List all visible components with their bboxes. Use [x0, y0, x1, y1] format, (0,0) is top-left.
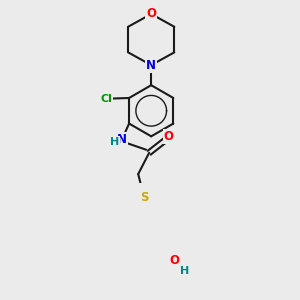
Text: H: H: [110, 137, 119, 147]
Text: H: H: [180, 266, 190, 276]
Text: S: S: [140, 191, 148, 204]
Text: N: N: [117, 133, 127, 146]
Text: Cl: Cl: [100, 94, 112, 104]
Text: N: N: [146, 58, 156, 72]
Text: O: O: [146, 8, 156, 20]
Text: O: O: [164, 130, 174, 143]
Text: O: O: [169, 254, 179, 267]
